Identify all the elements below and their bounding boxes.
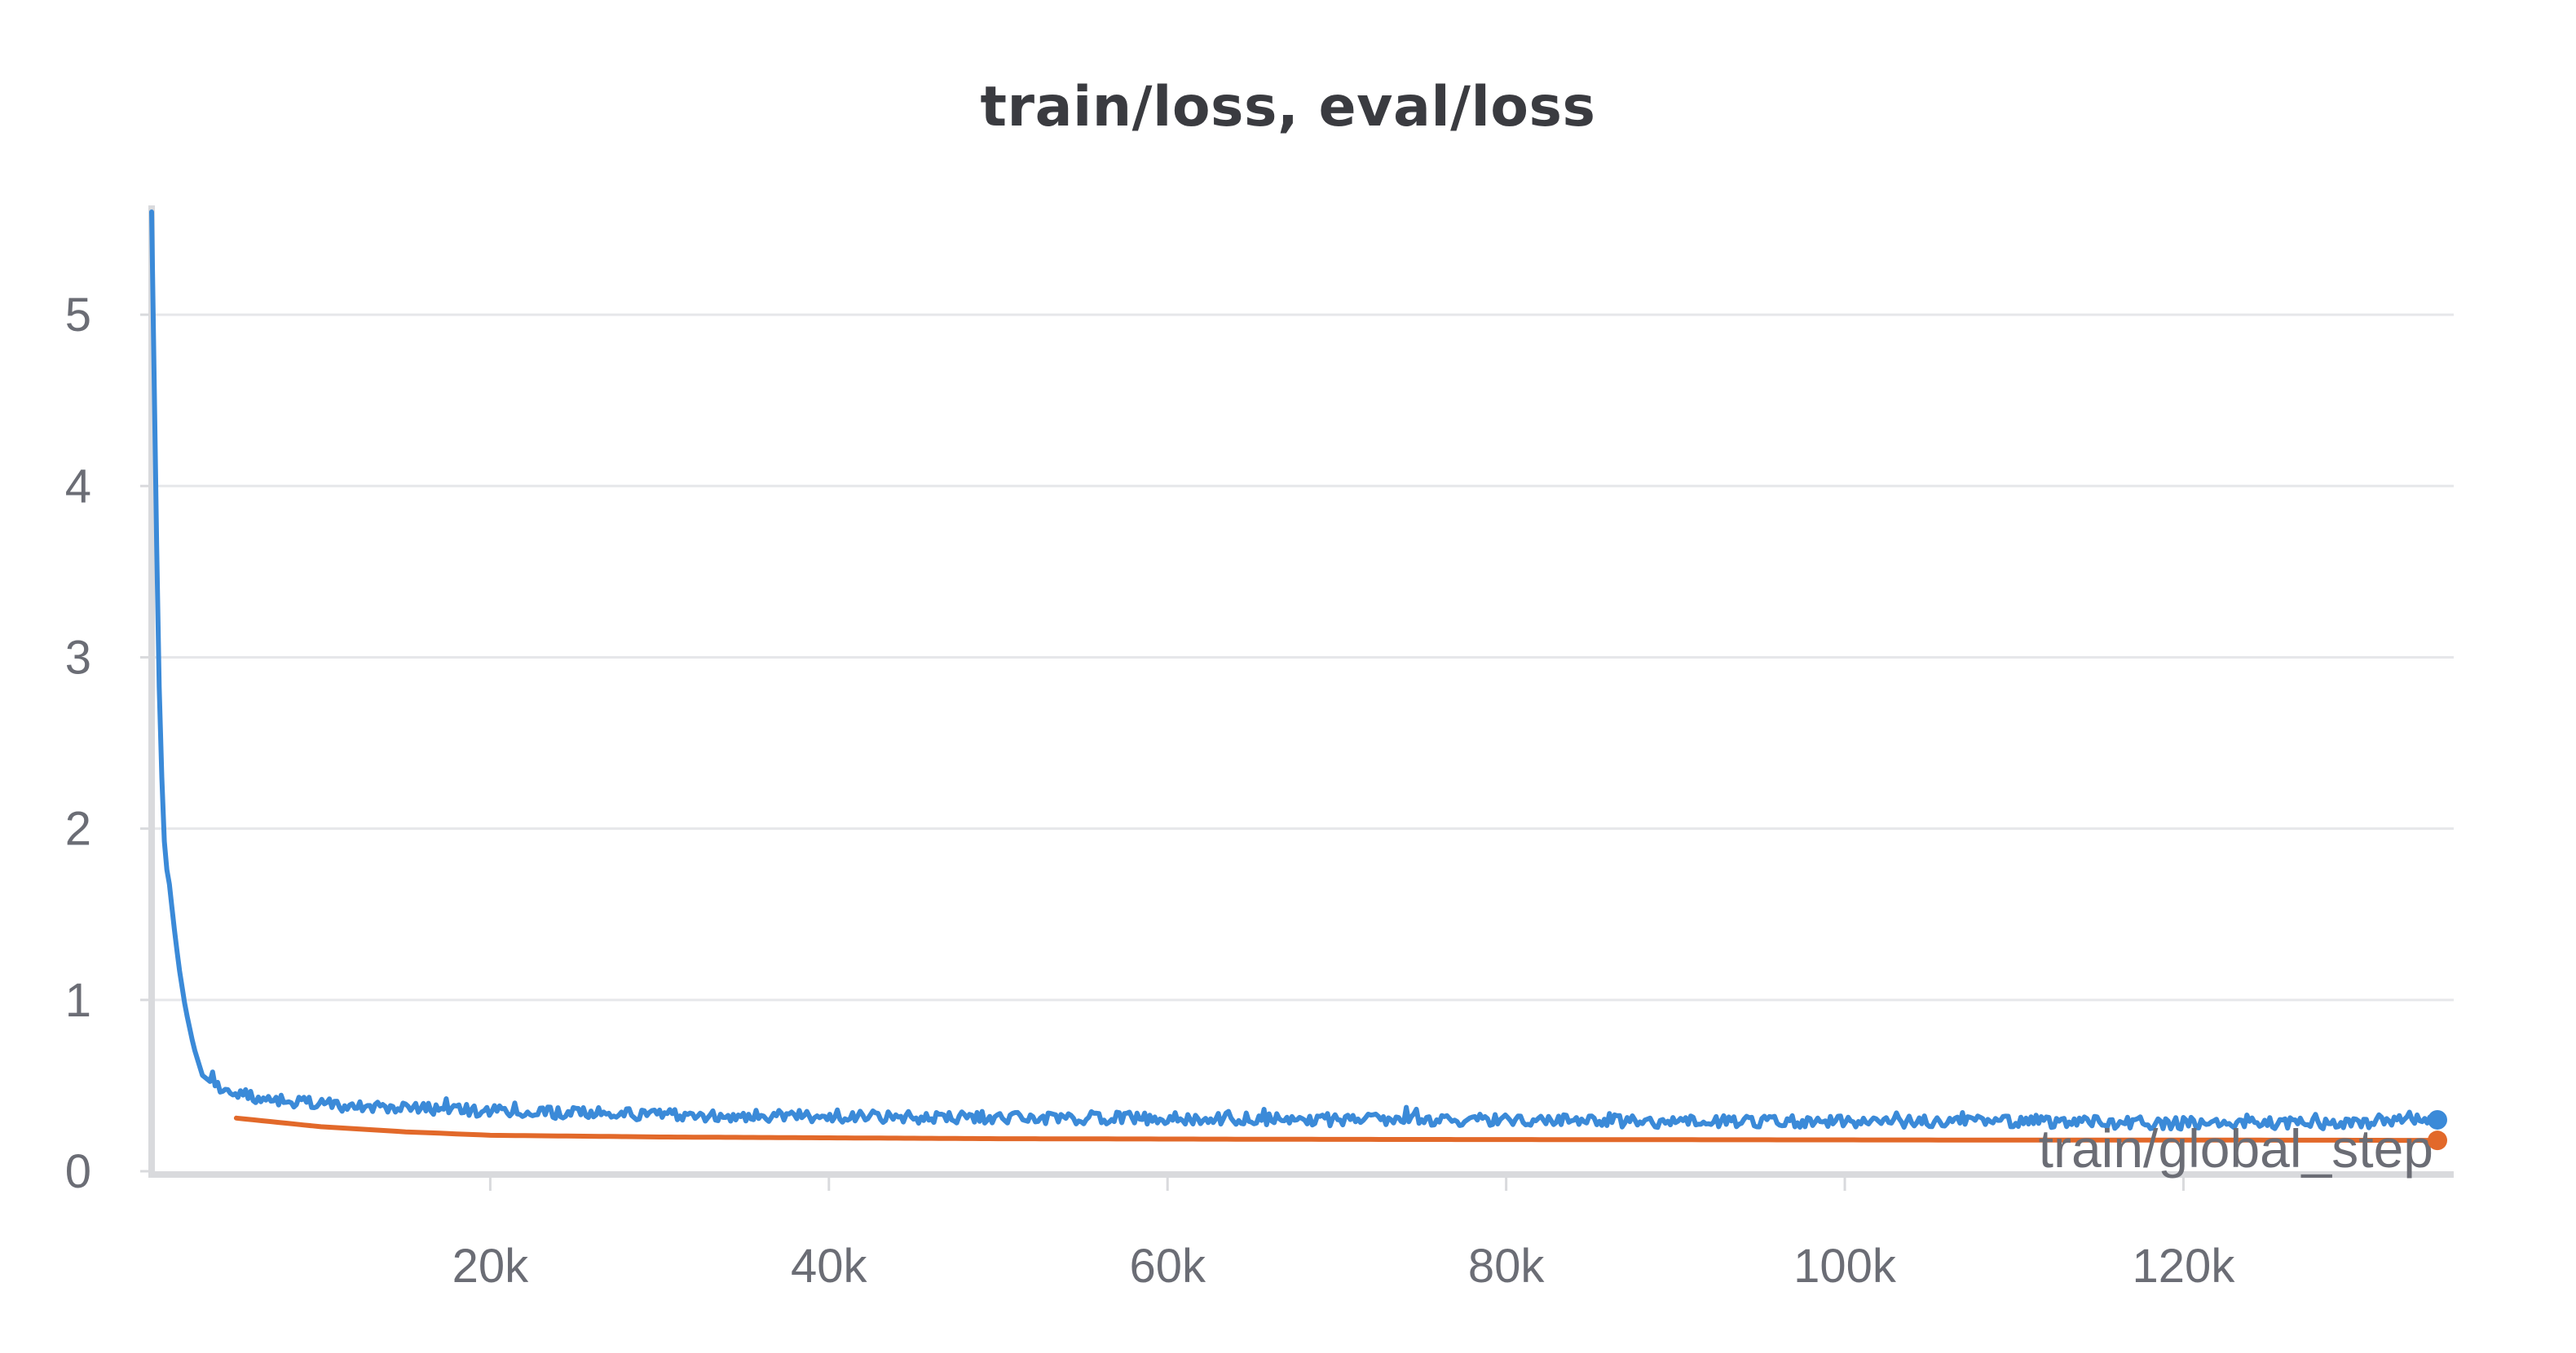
series-endpoints (2428, 1109, 2447, 1151)
y-tick-label: 2 (65, 803, 91, 856)
x-tick-label: 80k (1468, 1240, 1546, 1293)
series-lines (149, 209, 2440, 1144)
grid-lines (152, 313, 2454, 1002)
y-tick-label: 1 (65, 974, 91, 1027)
y-tick-label: 4 (65, 460, 91, 513)
series-endpoint-2 (2428, 1130, 2447, 1151)
series-line-1 (149, 209, 2440, 1132)
y-tick-labels: 0 1 2 3 4 5 (65, 289, 91, 1198)
x-tick-labels: 20k 40k 60k 80k 100k 120k (452, 1240, 2236, 1293)
y-tick-label: 3 (65, 631, 91, 684)
chart-title: train/loss, eval/loss (980, 75, 1596, 139)
x-tick-label: 20k (452, 1240, 530, 1293)
x-tick-label: 40k (791, 1240, 868, 1293)
y-tick-label: 0 (65, 1145, 91, 1198)
axes (140, 205, 2454, 1191)
x-axis-label: train/global_step (2039, 1118, 2433, 1179)
x-tick-label: 120k (2133, 1240, 2236, 1293)
series-endpoint-1 (2428, 1109, 2447, 1130)
y-tick-label: 5 (65, 289, 91, 342)
x-tick-label: 60k (1129, 1240, 1206, 1293)
x-tick-label: 100k (1793, 1240, 1897, 1293)
series-line-2 (233, 1115, 2440, 1144)
